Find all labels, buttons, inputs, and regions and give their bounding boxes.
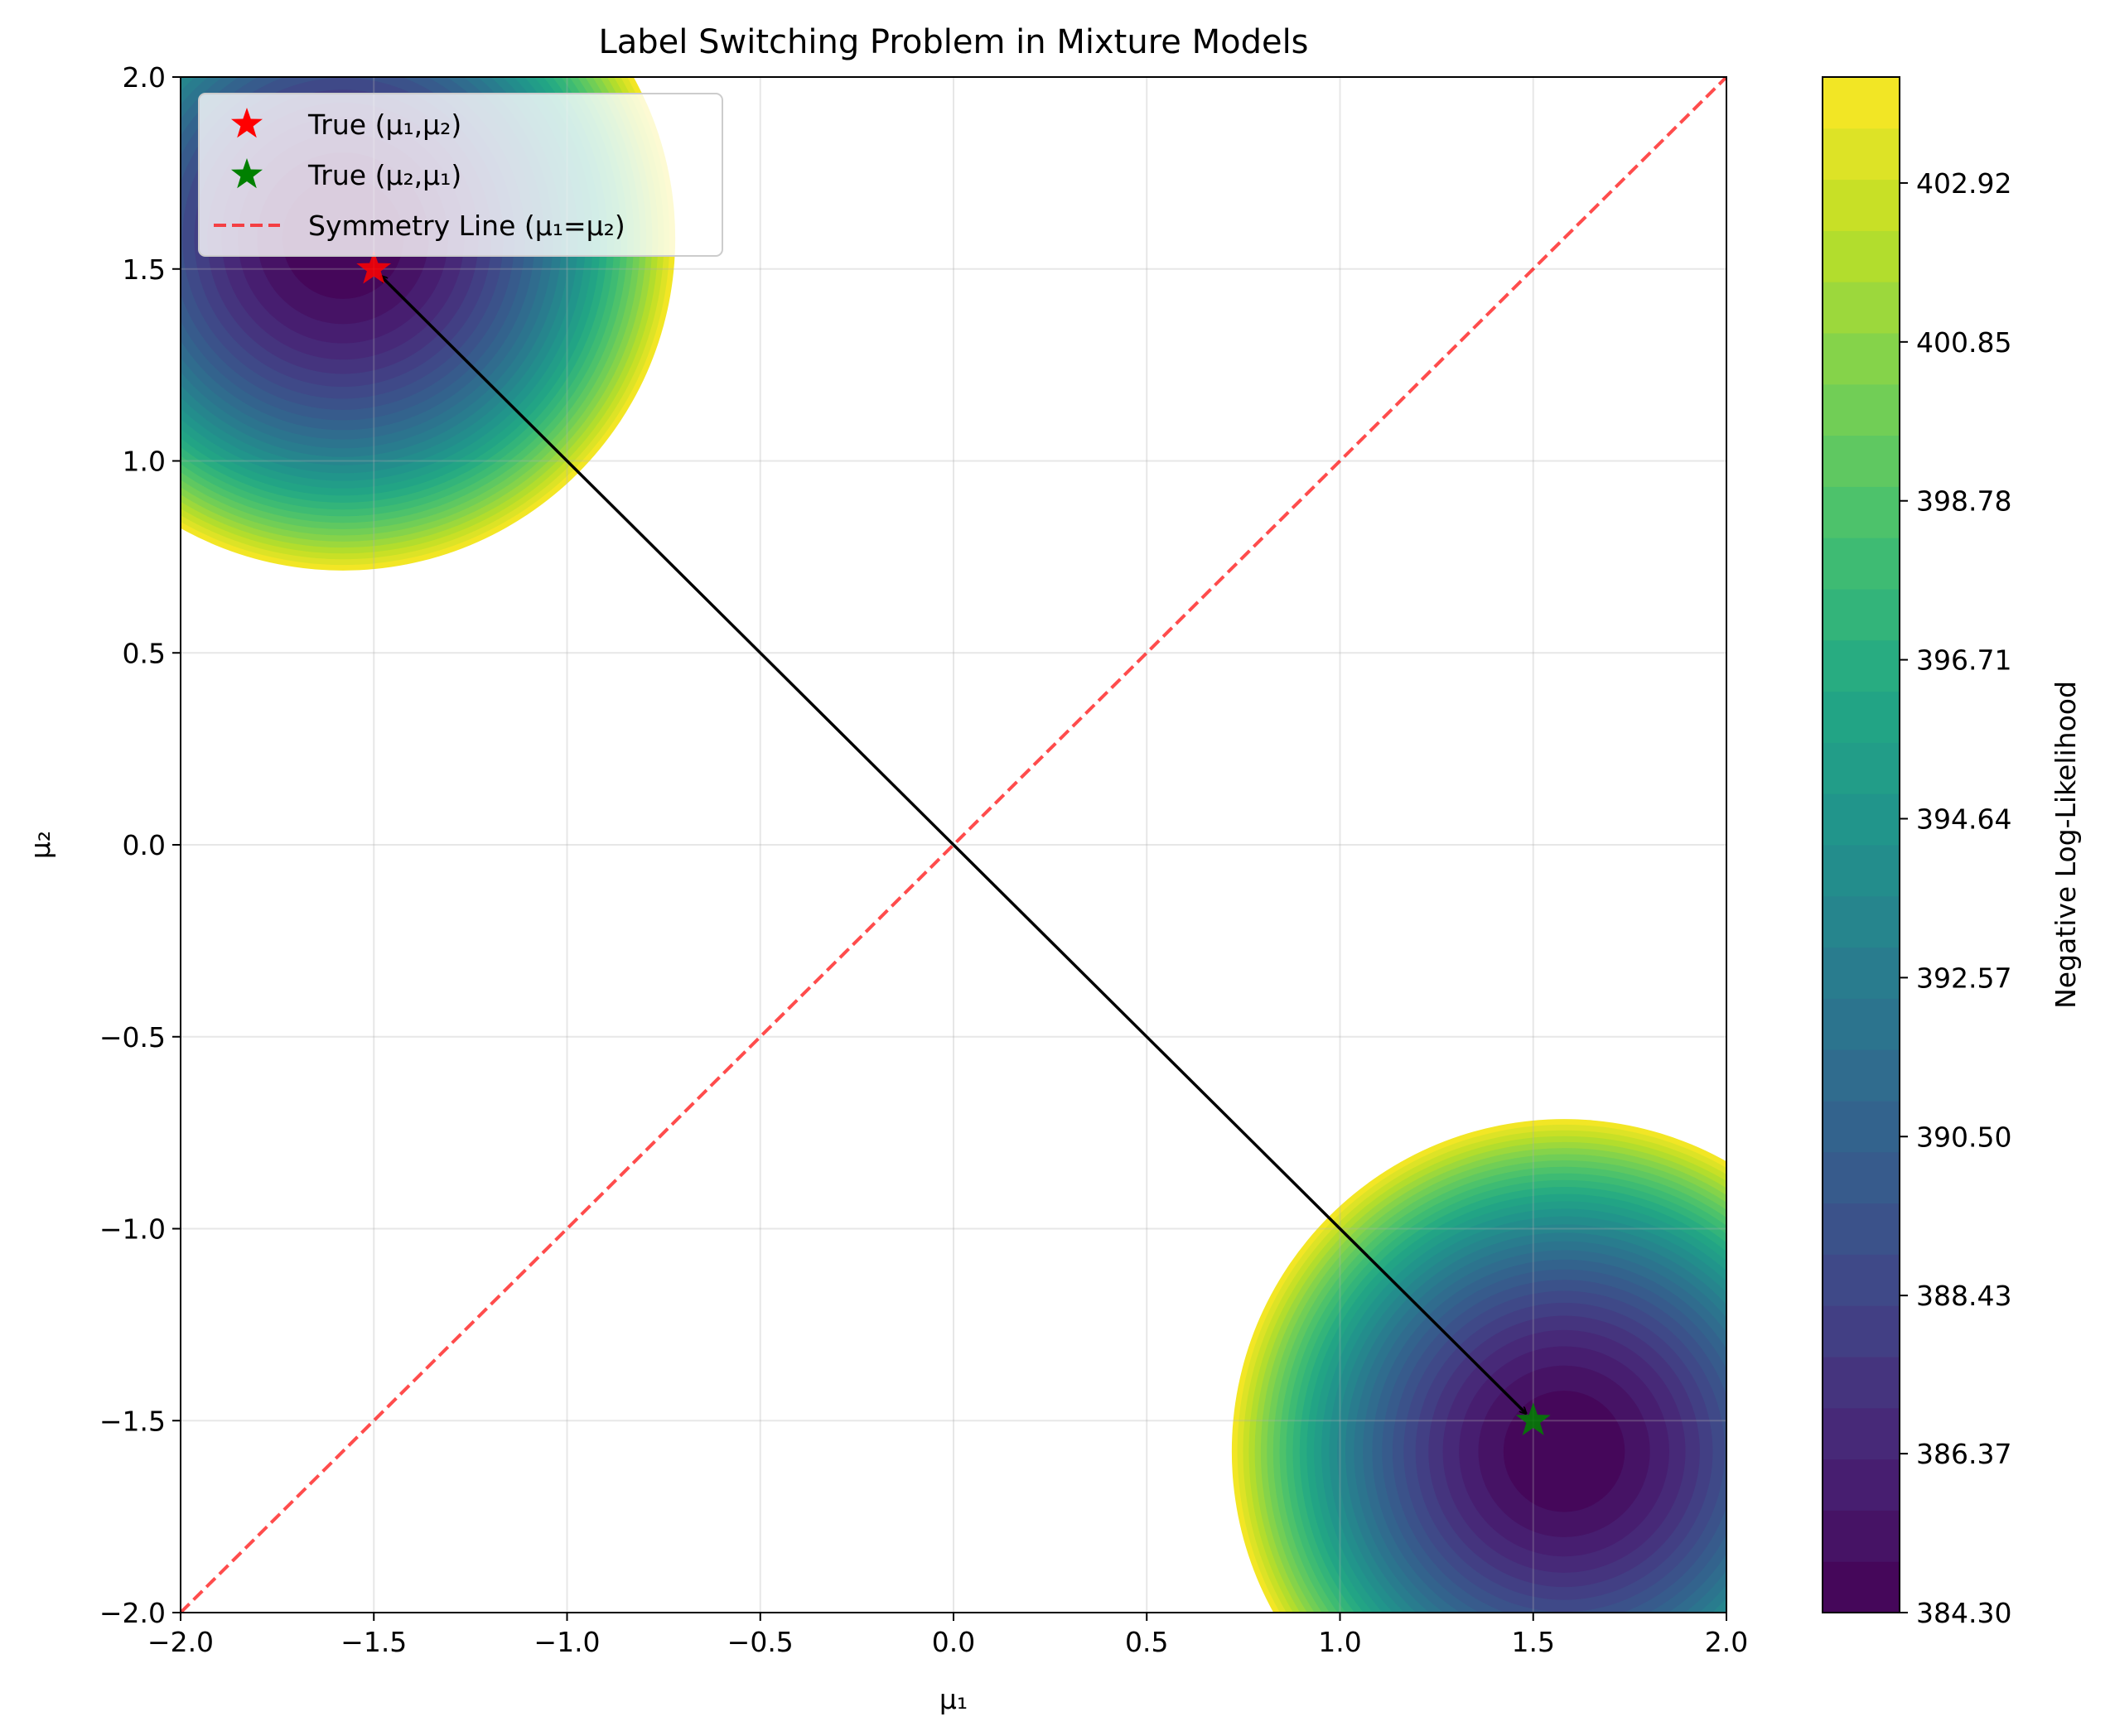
colorbar-band-28: [1823, 128, 1900, 181]
x-axis-label: μ₁: [939, 1683, 968, 1715]
y-axis-ticks: −2.0 −1.5 −1.0 −0.5 0.0 0.5 1.0 1.5 2.0: [99, 61, 181, 1629]
colorbar-band-27: [1823, 179, 1900, 231]
colorbar-tick-label-4: 392.57: [1916, 962, 2011, 994]
colorbar-band-22: [1823, 435, 1900, 487]
colorbar-tick-label-8: 400.85: [1916, 326, 2011, 359]
y-tick-label-6: 1.0: [123, 446, 166, 478]
colorbar-band-24: [1823, 333, 1900, 385]
colorbar-band-9: [1823, 1101, 1900, 1153]
x-tick-label-0: −2.0: [147, 1626, 214, 1658]
x-tick-label-2: −1.0: [534, 1626, 600, 1658]
y-tick-label-8: 2.0: [123, 61, 166, 94]
colorbar: 384.30 386.37 388.43 390.50 392.57 394.64 396.…: [1822, 76, 2082, 1629]
x-tick-label-1: −1.5: [340, 1626, 407, 1658]
colorbar-band-7: [1823, 1203, 1900, 1255]
x-tick-label-5: 0.5: [1125, 1626, 1168, 1658]
colorbar-band-0: [1823, 1561, 1900, 1613]
colorbar-bands: [1823, 77, 1900, 1613]
y-axis-label: μ₂: [24, 831, 56, 859]
label-switch-arrow: [381, 276, 1526, 1414]
colorbar-band-29: [1823, 77, 1900, 129]
colorbar-band-8: [1823, 1151, 1900, 1204]
colorbar-band-16: [1823, 742, 1900, 794]
y-tick-label-1: −1.5: [99, 1405, 166, 1437]
legend-label-0: True (μ₁,μ₂): [307, 108, 461, 141]
y-tick-label-2: −1.0: [99, 1213, 166, 1246]
legend-label-1: True (μ₂,μ₁): [307, 159, 461, 191]
point-star-0: [356, 250, 392, 284]
colorbar-band-13: [1823, 895, 1900, 948]
colorbar-band-10: [1823, 1049, 1900, 1102]
colorbar-band-26: [1823, 230, 1900, 282]
colorbar-band-12: [1823, 947, 1900, 999]
colorbar-tick-label-2: 388.43: [1916, 1280, 2011, 1312]
colorbar-band-19: [1823, 589, 1900, 641]
colorbar-band-2: [1823, 1459, 1900, 1511]
colorbar-band-15: [1823, 793, 1900, 846]
x-axis-ticks: −2.0 −1.5 −1.0 −0.5 0.0 0.5 1.0 1.5 2.0: [147, 1613, 1748, 1658]
colorbar-tick-label-9: 402.92: [1916, 167, 2011, 200]
y-tick-label-0: −2.0: [99, 1597, 166, 1629]
colorbar-tick-label-5: 394.64: [1916, 803, 2011, 835]
colorbar-band-3: [1823, 1407, 1900, 1460]
y-tick-label-3: −0.5: [99, 1021, 166, 1054]
colorbar-band-4: [1823, 1357, 1900, 1409]
chart-title: Label Switching Problem in Mixture Model…: [598, 23, 1308, 61]
y-tick-label-5: 0.5: [123, 637, 166, 669]
colorbar-band-1: [1823, 1510, 1900, 1562]
colorbar-band-14: [1823, 845, 1900, 897]
y-tick-label-7: 1.5: [123, 253, 166, 286]
colorbar-tick-label-3: 390.50: [1916, 1121, 2011, 1153]
colorbar-band-21: [1823, 486, 1900, 538]
colorbar-tick-label-6: 396.71: [1916, 644, 2011, 677]
colorbar-ticks: 384.30 386.37 388.43 390.50 392.57 394.64 396.…: [1900, 167, 2011, 1629]
x-tick-label-3: −0.5: [727, 1626, 794, 1658]
point-star-1: [1515, 1402, 1551, 1435]
colorbar-band-23: [1823, 383, 1900, 436]
x-tick-label-6: 1.0: [1318, 1626, 1361, 1658]
y-tick-label-4: 0.0: [123, 829, 166, 861]
colorbar-band-6: [1823, 1254, 1900, 1306]
annotation-layer: [381, 276, 1526, 1414]
colorbar-band-17: [1823, 691, 1900, 743]
colorbar-label: Negative Log-Likelihood: [2050, 681, 2082, 1009]
x-tick-label-7: 1.5: [1512, 1626, 1555, 1658]
colorbar-tick-label-7: 398.78: [1916, 485, 2011, 518]
legend-marker-1: [231, 158, 263, 189]
colorbar-band-5: [1823, 1305, 1900, 1357]
legend-box: [198, 93, 723, 257]
colorbar-band-25: [1823, 282, 1900, 334]
scatter-points: [356, 250, 1551, 1435]
legend-marker-0: [231, 108, 263, 138]
colorbar-tick-label-0: 384.30: [1916, 1597, 2011, 1629]
colorbar-frame: [1822, 76, 1900, 1613]
x-tick-label-4: 0.0: [932, 1626, 975, 1658]
colorbar-band-11: [1823, 998, 1900, 1050]
legend-label-2: Symmetry Line (μ₁=μ₂): [308, 210, 625, 242]
legend: True (μ₁,μ₂) True (μ₂,μ₁) Symmetry Line (μ…: [198, 93, 723, 257]
x-tick-label-8: 2.0: [1705, 1626, 1748, 1658]
colorbar-band-20: [1823, 538, 1900, 590]
colorbar-band-18: [1823, 639, 1900, 692]
colorbar-tick-label-1: 386.37: [1916, 1438, 2011, 1470]
